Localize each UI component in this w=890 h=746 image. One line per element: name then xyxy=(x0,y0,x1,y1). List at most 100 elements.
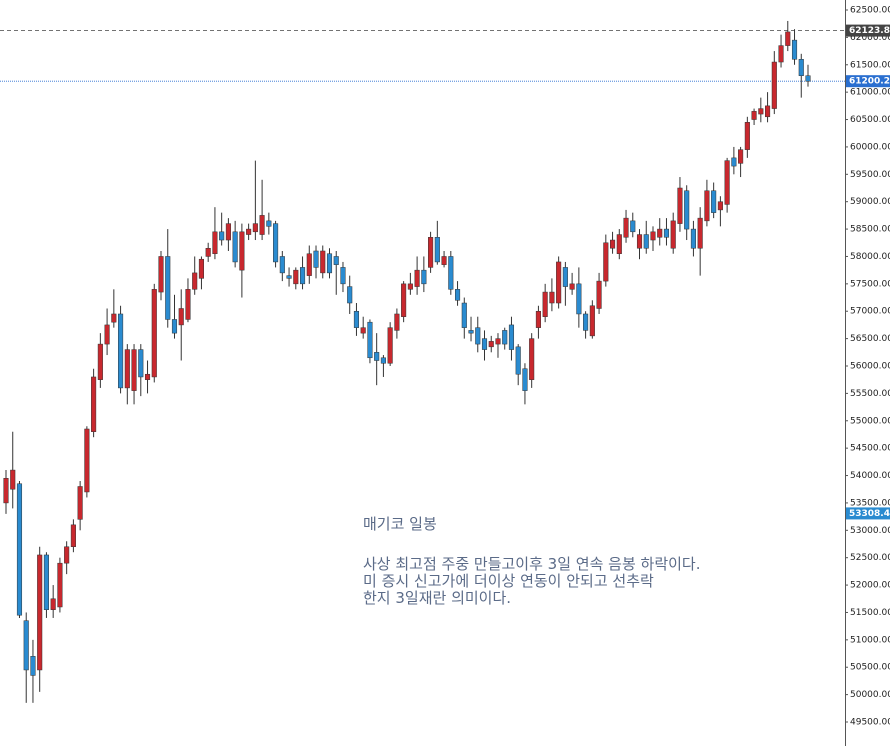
candle-body xyxy=(636,234,643,249)
candle-body xyxy=(441,256,447,265)
candle-body xyxy=(663,228,670,238)
y-tick-label: 61500.00 xyxy=(850,60,890,70)
candle-body xyxy=(414,269,420,287)
candle-body xyxy=(684,190,690,230)
y-tick-label: 52000.00 xyxy=(850,581,890,591)
candle-body xyxy=(515,346,521,375)
candle-body xyxy=(97,343,103,380)
candle-body xyxy=(576,283,582,315)
y-tick-label: 58000.00 xyxy=(850,252,890,262)
annotation: 매기코 일봉 사상 최고점 주중 만들고이후 3일 연속 음봉 하락이다. 미 … xyxy=(363,515,701,607)
candle-body xyxy=(178,308,184,326)
candle-body xyxy=(421,269,427,285)
price-marker xyxy=(846,75,890,88)
candle-body xyxy=(165,256,171,320)
candle-body xyxy=(522,368,528,391)
candle-body xyxy=(225,223,231,241)
candle-body xyxy=(495,338,501,345)
y-tick-label: 61000.00 xyxy=(850,88,890,98)
candle-body xyxy=(434,237,440,263)
y-tick-label: 51000.00 xyxy=(850,635,890,645)
y-tick-label: 60000.00 xyxy=(850,142,890,152)
candle-body xyxy=(791,39,798,60)
candle-body xyxy=(340,267,346,285)
candle-body xyxy=(468,330,474,334)
y-tick-label: 59000.00 xyxy=(850,197,890,207)
candle-body xyxy=(448,256,454,290)
candle-body xyxy=(131,349,137,391)
y-tick-label: 62500.00 xyxy=(850,6,890,16)
candle-body xyxy=(37,554,43,671)
candle-body xyxy=(30,656,36,676)
candle-body xyxy=(360,327,366,334)
annotation-line: 한지 3일재란 의미이다. xyxy=(363,589,511,607)
candle-body xyxy=(717,201,723,211)
candle-body xyxy=(70,524,76,547)
candle-body xyxy=(111,313,117,323)
candle-body xyxy=(805,75,811,82)
candle-body xyxy=(771,61,777,109)
y-tick-label: 50000.00 xyxy=(850,690,890,700)
candle-body xyxy=(144,373,151,380)
candle-body xyxy=(623,217,629,238)
candle-body xyxy=(326,253,333,274)
candle-body xyxy=(778,45,784,63)
candle-body xyxy=(529,338,535,380)
candle-body xyxy=(454,289,461,301)
candle-body xyxy=(299,267,306,285)
candle-body xyxy=(84,428,90,493)
candle-body xyxy=(23,620,29,671)
candle-body xyxy=(91,376,97,432)
candle-body xyxy=(798,59,804,76)
candle-body xyxy=(785,31,791,46)
candle-body xyxy=(353,310,360,328)
candle-body xyxy=(562,267,568,287)
candle-body xyxy=(643,234,649,249)
candle-body xyxy=(10,469,16,490)
candle-body xyxy=(104,324,110,345)
y-tick-label: 49500.00 xyxy=(850,718,890,728)
y-tick-label: 55000.00 xyxy=(850,416,890,426)
candle-body xyxy=(428,237,434,268)
y-tick-label: 60500.00 xyxy=(850,115,890,125)
candle-body xyxy=(616,234,622,254)
y-tick-label: 58500.00 xyxy=(850,225,890,235)
candle-body xyxy=(387,327,393,364)
candle-body xyxy=(259,215,265,235)
candle-body xyxy=(306,253,312,276)
y-tick-label: 59500.00 xyxy=(850,170,890,180)
candle-body xyxy=(171,319,178,334)
candle-body xyxy=(569,283,575,290)
annotation-line: 사상 최고점 주중 만들고이후 3일 연속 음봉 하락이다. xyxy=(363,555,701,573)
candle-body xyxy=(212,231,218,254)
candle-body xyxy=(394,313,400,331)
candle-body xyxy=(273,223,279,263)
candle-body xyxy=(124,349,130,389)
price-marker-label: 53308.4 xyxy=(849,509,890,519)
candle-body xyxy=(246,228,252,235)
candle-body xyxy=(744,122,750,150)
candle-body xyxy=(542,291,548,317)
candle-body xyxy=(650,231,656,241)
candle-body xyxy=(711,190,717,213)
candle-body xyxy=(596,280,602,309)
candle-body xyxy=(603,242,609,282)
candle-body xyxy=(64,546,70,564)
candle-body xyxy=(252,223,258,233)
candle-body xyxy=(758,108,764,115)
y-tick-label: 57000.00 xyxy=(850,307,890,317)
candle-body xyxy=(138,349,144,378)
y-tick-label: 56500.00 xyxy=(850,334,890,344)
candle-body xyxy=(185,289,191,320)
candle-body xyxy=(475,327,481,345)
candle-body xyxy=(704,190,710,222)
y-tick-label: 56000.00 xyxy=(850,362,890,372)
y-tick-label: 54500.00 xyxy=(850,444,890,454)
candle-body xyxy=(43,554,49,610)
candle-body xyxy=(151,289,157,378)
candle-body xyxy=(367,321,373,359)
candle-body xyxy=(731,157,737,167)
candle-body xyxy=(192,272,198,290)
candle-body xyxy=(16,483,23,616)
